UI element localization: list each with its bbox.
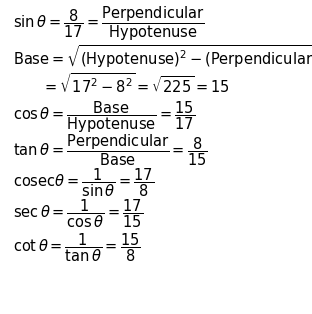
- Text: $\cot\theta = \dfrac{1}{\tan\theta} = \dfrac{15}{8}$: $\cot\theta = \dfrac{1}{\tan\theta} = \d…: [12, 231, 140, 264]
- Text: $\sec\theta = \dfrac{1}{\cos\theta} = \dfrac{17}{15}$: $\sec\theta = \dfrac{1}{\cos\theta} = \d…: [12, 198, 143, 230]
- Text: $\sin\theta = \dfrac{8}{17} = \dfrac{\mathrm{Perpendicular}}{\mathrm{Hypotenuse}: $\sin\theta = \dfrac{8}{17} = \dfrac{\ma…: [12, 4, 204, 43]
- Text: $\tan\theta = \dfrac{\mathrm{Perpendicular}}{\mathrm{Base}} = \dfrac{8}{15}$: $\tan\theta = \dfrac{\mathrm{Perpendicul…: [12, 133, 207, 168]
- Text: $\cos\theta = \dfrac{\mathrm{Base}}{\mathrm{Hypotenuse}} = \dfrac{15}{17}$: $\cos\theta = \dfrac{\mathrm{Base}}{\mat…: [12, 100, 195, 135]
- Text: $\mathrm{Base} = \sqrt{(\mathrm{Hypotenuse})^2 - (\mathrm{Perpendicular})^2}$: $\mathrm{Base} = \sqrt{(\mathrm{Hypotenu…: [12, 44, 312, 70]
- Text: $\mathrm{cosec}\theta = \dfrac{1}{\sin\theta} = \dfrac{17}{8}$: $\mathrm{cosec}\theta = \dfrac{1}{\sin\t…: [12, 167, 154, 199]
- Text: $= \sqrt{17^2 - 8^2} = \sqrt{225} = 15$: $= \sqrt{17^2 - 8^2} = \sqrt{225} = 15$: [42, 72, 229, 96]
